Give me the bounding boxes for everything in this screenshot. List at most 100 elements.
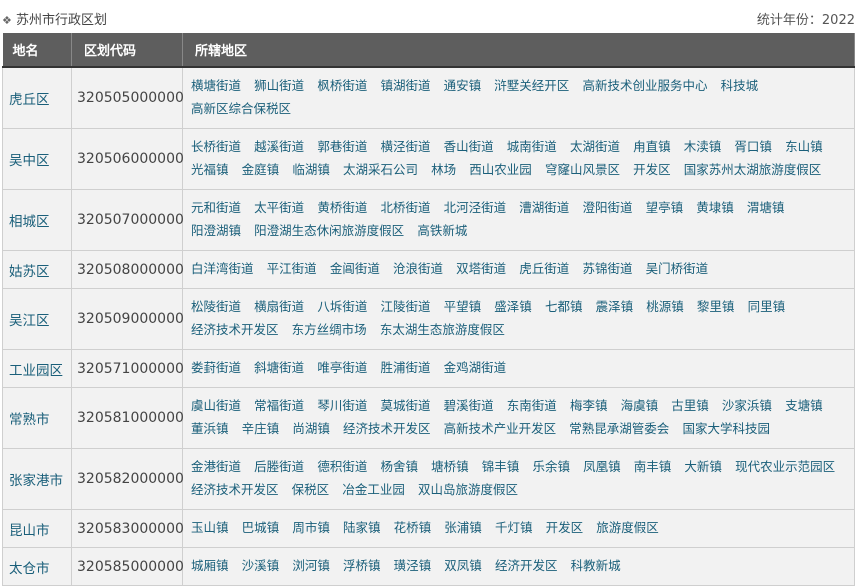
area-link[interactable]: 东方丝绸市场 <box>291 322 367 337</box>
area-link[interactable]: 长桥街道 <box>191 139 242 154</box>
area-link[interactable]: 桃源镇 <box>646 299 684 314</box>
area-link[interactable]: 斜塘街道 <box>254 360 305 375</box>
area-link[interactable]: 西山农业园 <box>469 162 532 177</box>
area-link[interactable]: 震泽镇 <box>595 299 634 314</box>
area-link[interactable]: 胜浦街道 <box>380 360 431 375</box>
district-name-link[interactable]: 吴江区 <box>2 288 72 350</box>
area-link[interactable]: 常福街道 <box>254 398 305 413</box>
area-link[interactable]: 高新技术创业服务中心 <box>582 78 708 93</box>
area-link[interactable]: 娄葑街道 <box>191 360 242 375</box>
district-name-link[interactable]: 虎丘区 <box>2 66 72 129</box>
area-link[interactable]: 镇湖街道 <box>380 78 431 93</box>
area-link[interactable]: 国家大学科技园 <box>682 421 770 436</box>
area-link[interactable]: 苏锦街道 <box>582 261 633 276</box>
district-name-link[interactable]: 常熟市 <box>2 387 72 449</box>
area-link[interactable]: 黄埭镇 <box>696 200 734 215</box>
area-link[interactable]: 澄阳街道 <box>582 200 633 215</box>
area-link[interactable]: 金港街道 <box>191 459 242 474</box>
area-link[interactable]: 浏河镇 <box>292 558 330 573</box>
area-link[interactable]: 吴门桥街道 <box>645 261 709 276</box>
area-link[interactable]: 锦丰镇 <box>481 459 520 474</box>
area-link[interactable]: 漕湖街道 <box>519 200 570 215</box>
area-link[interactable]: 董浜镇 <box>191 421 229 436</box>
area-link[interactable]: 开发区 <box>545 520 584 535</box>
area-link[interactable]: 双山岛旅游度假区 <box>417 482 518 497</box>
area-link[interactable]: 北河泾街道 <box>443 200 507 215</box>
area-link[interactable]: 东山镇 <box>785 139 823 154</box>
area-link[interactable]: 沧浪街道 <box>392 261 443 276</box>
area-link[interactable]: 塘桥镇 <box>431 459 469 474</box>
area-link[interactable]: 经济技术开发区 <box>342 421 431 436</box>
area-link[interactable]: 北桥街道 <box>380 200 431 215</box>
area-link[interactable]: 旅游度假区 <box>596 520 659 535</box>
area-link[interactable]: 七都镇 <box>544 299 583 314</box>
area-link[interactable]: 望亭镇 <box>645 200 684 215</box>
area-link[interactable]: 冶金工业园 <box>342 482 405 497</box>
area-link[interactable]: 盛泽镇 <box>494 299 532 314</box>
area-link[interactable]: 保税区 <box>291 482 330 497</box>
area-link[interactable]: 通安镇 <box>443 78 482 93</box>
area-link[interactable]: 横泾街道 <box>380 139 431 154</box>
area-link[interactable]: 穹窿山风景区 <box>544 162 620 177</box>
area-link[interactable]: 琴川街道 <box>317 398 368 413</box>
area-link[interactable]: 金阊街道 <box>329 261 380 276</box>
area-link[interactable]: 浒墅关经开区 <box>494 78 570 93</box>
area-link[interactable]: 枫桥街道 <box>317 78 368 93</box>
area-link[interactable]: 临湖镇 <box>292 162 330 177</box>
area-link[interactable]: 东太湖生态旅游度假区 <box>379 322 505 337</box>
area-link[interactable]: 科技城 <box>720 78 759 93</box>
area-link[interactable]: 凤凰镇 <box>583 459 621 474</box>
area-link[interactable]: 同里镇 <box>747 299 786 314</box>
district-name-link[interactable]: 张家港市 <box>2 448 72 510</box>
area-link[interactable]: 大新镇 <box>684 459 722 474</box>
area-link[interactable]: 黎里镇 <box>696 299 735 314</box>
area-link[interactable]: 陆家镇 <box>342 520 381 535</box>
area-link[interactable]: 沙溪镇 <box>241 558 280 573</box>
area-link[interactable]: 白洋湾街道 <box>191 261 254 276</box>
area-link[interactable]: 南丰镇 <box>633 459 672 474</box>
area-link[interactable]: 杨舍镇 <box>380 459 418 474</box>
area-link[interactable]: 开发区 <box>633 162 671 177</box>
area-link[interactable]: 江陵街道 <box>380 299 431 314</box>
area-link[interactable]: 林场 <box>431 162 457 177</box>
area-link[interactable]: 德积街道 <box>317 459 368 474</box>
area-link[interactable]: 太湖采石公司 <box>342 162 418 177</box>
area-link[interactable]: 莫城街道 <box>380 398 431 413</box>
area-link[interactable]: 阳澄湖生态休闲旅游度假区 <box>254 223 405 238</box>
area-link[interactable]: 双塔街道 <box>456 261 507 276</box>
area-link[interactable]: 平望镇 <box>443 299 482 314</box>
area-link[interactable]: 木渎镇 <box>683 139 722 154</box>
area-link[interactable]: 渭塘镇 <box>746 200 785 215</box>
area-link[interactable]: 常熟昆承湖管委会 <box>569 421 670 436</box>
area-link[interactable]: 狮山街道 <box>254 78 305 93</box>
area-link[interactable]: 金鸡湖街道 <box>443 360 507 375</box>
district-name-link[interactable]: 工业园区 <box>2 349 72 388</box>
area-link[interactable]: 黄桥街道 <box>317 200 368 215</box>
area-link[interactable]: 横扇街道 <box>254 299 305 314</box>
area-link[interactable]: 周市镇 <box>292 520 330 535</box>
area-link[interactable]: 双凤镇 <box>444 558 482 573</box>
area-link[interactable]: 现代农业示范园区 <box>735 459 836 474</box>
area-link[interactable]: 城厢镇 <box>191 558 229 573</box>
area-link[interactable]: 平江街道 <box>266 261 317 276</box>
area-link[interactable]: 金庭镇 <box>241 162 280 177</box>
area-link[interactable]: 胥口镇 <box>734 139 772 154</box>
area-link[interactable]: 太湖街道 <box>569 139 620 154</box>
area-link[interactable]: 浮桥镇 <box>342 558 381 573</box>
district-name-link[interactable]: 相城区 <box>2 189 72 251</box>
area-link[interactable]: 辛庄镇 <box>241 421 280 436</box>
area-link[interactable]: 古里镇 <box>671 398 709 413</box>
area-link[interactable]: 阳澄湖镇 <box>191 223 242 238</box>
area-link[interactable]: 玉山镇 <box>191 520 229 535</box>
area-link[interactable]: 横塘街道 <box>191 78 242 93</box>
area-link[interactable]: 尚湖镇 <box>292 421 330 436</box>
area-link[interactable]: 璜泾镇 <box>393 558 432 573</box>
area-link[interactable]: 太平街道 <box>254 200 305 215</box>
area-link[interactable]: 花桥镇 <box>393 520 432 535</box>
area-link[interactable]: 郭巷街道 <box>317 139 368 154</box>
area-link[interactable]: 甪直镇 <box>633 139 671 154</box>
area-link[interactable]: 支塘镇 <box>785 398 823 413</box>
area-link[interactable]: 虞山街道 <box>191 398 242 413</box>
area-link[interactable]: 唯亭街道 <box>317 360 368 375</box>
area-link[interactable]: 乐余镇 <box>532 459 570 474</box>
